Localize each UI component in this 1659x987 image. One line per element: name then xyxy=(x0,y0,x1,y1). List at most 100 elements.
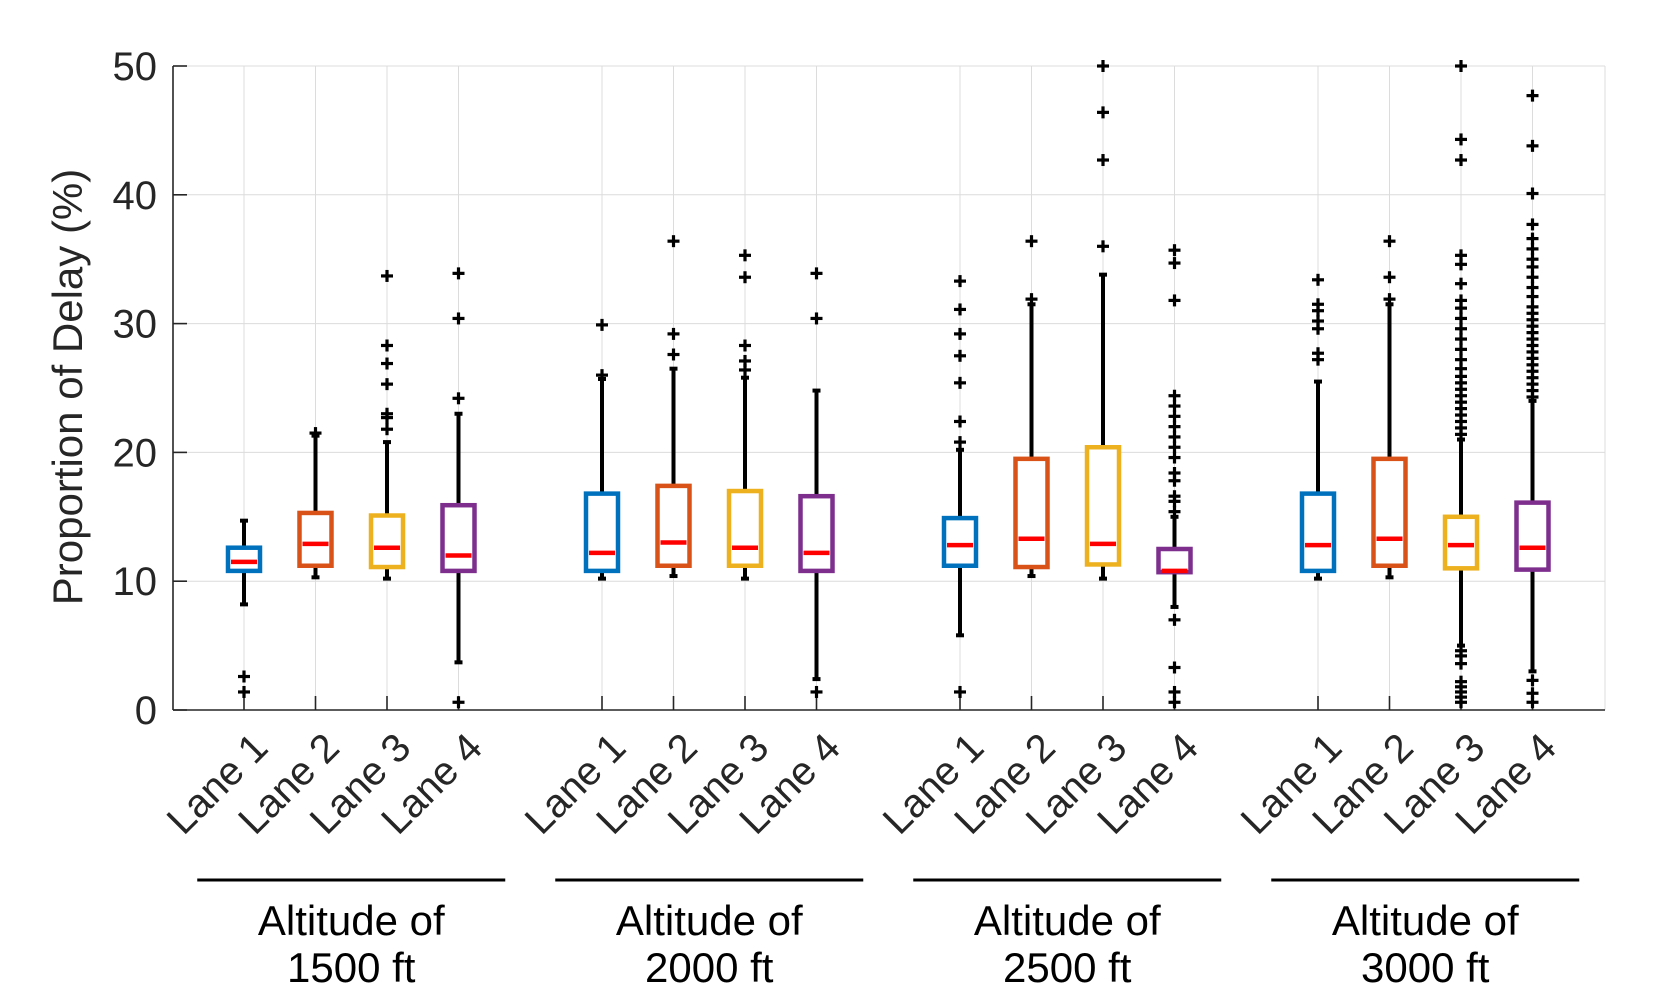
group-label-line2: 3000 ft xyxy=(1361,944,1490,987)
box-iqr xyxy=(368,513,406,570)
outlier-marker xyxy=(1168,505,1181,518)
box-iqr xyxy=(798,493,835,574)
outlier-marker xyxy=(810,267,823,280)
outlier-marker xyxy=(1383,293,1396,306)
outlier-marker xyxy=(1168,685,1181,698)
outlier-marker xyxy=(1455,133,1467,146)
outlier-marker xyxy=(1455,294,1467,307)
outlier-marker xyxy=(1097,106,1109,119)
outlier-marker xyxy=(596,369,608,382)
outlier-marker xyxy=(1455,60,1467,72)
outlier-marker xyxy=(381,269,393,282)
outlier-marker xyxy=(1455,322,1467,335)
outlier-marker xyxy=(1168,661,1181,674)
outlier-marker xyxy=(954,275,966,288)
y-ticks: 0 10 20 30 40 50 xyxy=(113,45,1534,733)
outlier-marker xyxy=(1455,277,1467,290)
outlier-marker xyxy=(1526,271,1539,284)
outlier-marker xyxy=(452,392,465,405)
outlier-marker xyxy=(1455,154,1467,167)
y-tick-label: 0 xyxy=(135,689,157,733)
outlier-marker xyxy=(739,271,751,284)
group-label-line1: Altitude of xyxy=(616,897,803,944)
outlier-marker xyxy=(1168,389,1181,402)
outlier-marker xyxy=(1168,430,1181,443)
outlier-marker xyxy=(381,339,393,352)
outlier-marker xyxy=(596,318,608,331)
box-iqr xyxy=(726,488,764,568)
outlier-marker xyxy=(1455,312,1467,325)
y-tick-label: 10 xyxy=(113,560,158,604)
box-iqr xyxy=(225,545,263,574)
group-label-line2: 1500 ft xyxy=(287,944,416,987)
y-tick-label: 50 xyxy=(113,45,158,89)
outlier-marker xyxy=(739,249,751,262)
group-label-line2: 2000 ft xyxy=(645,944,774,987)
outlier-marker xyxy=(1168,467,1181,480)
group-label-line1: Altitude of xyxy=(258,897,445,944)
outlier-marker xyxy=(1168,696,1181,709)
outlier-marker xyxy=(1097,240,1109,253)
outlier-marker xyxy=(1168,400,1181,413)
outlier-marker xyxy=(1526,253,1539,266)
outlier-marker xyxy=(381,378,393,391)
outlier-marker xyxy=(1455,644,1467,657)
outlier-marker xyxy=(667,348,680,361)
box-iqr xyxy=(941,515,979,568)
box-iqr xyxy=(1371,456,1408,568)
y-tick-label: 20 xyxy=(113,431,158,475)
box-iqr xyxy=(1299,491,1337,574)
outlier-marker xyxy=(1168,257,1181,270)
outlier-marker xyxy=(1383,235,1396,248)
y-tick-label: 40 xyxy=(113,174,158,218)
outlier-marker xyxy=(1025,235,1038,248)
box-iqr xyxy=(440,502,477,574)
outlier-marker xyxy=(1097,154,1109,167)
outlier-marker xyxy=(1025,293,1038,306)
outlier-marker xyxy=(954,349,966,362)
box-iqr xyxy=(583,491,621,574)
outlier-marker xyxy=(810,312,823,325)
group-label-line1: Altitude of xyxy=(974,897,1161,944)
box-iqr xyxy=(1442,514,1480,571)
outlier-marker xyxy=(954,685,966,698)
outlier-marker xyxy=(1312,273,1324,286)
outlier-marker xyxy=(1526,187,1539,200)
y-tick-label: 30 xyxy=(113,303,158,347)
outlier-marker xyxy=(452,312,465,325)
outlier-marker xyxy=(954,415,966,428)
outlier-marker xyxy=(739,354,751,367)
outlier-marker xyxy=(1526,139,1539,152)
outlier-marker xyxy=(810,685,823,698)
outlier-marker xyxy=(1312,298,1324,311)
outlier-marker xyxy=(954,303,966,316)
outlier-marker xyxy=(452,696,465,709)
outlier-marker xyxy=(1526,281,1539,294)
boxes xyxy=(225,60,1551,709)
outlier-marker xyxy=(1526,242,1539,255)
outlier-marker xyxy=(1455,353,1467,366)
box-iqr xyxy=(1514,500,1551,572)
outlier-marker xyxy=(1455,249,1467,262)
group-label-line1: Altitude of xyxy=(1332,897,1519,944)
axes xyxy=(172,66,1605,711)
outlier-marker xyxy=(1312,315,1324,328)
outlier-marker xyxy=(381,407,393,420)
outlier-marker xyxy=(1168,451,1181,464)
outlier-marker xyxy=(1168,244,1181,257)
outlier-marker xyxy=(1526,687,1539,700)
outlier-marker xyxy=(1168,294,1181,307)
outlier-marker xyxy=(667,327,680,340)
box-iqr xyxy=(1013,456,1050,570)
outlier-marker xyxy=(381,357,393,370)
box-iqr xyxy=(655,483,692,568)
outlier-marker xyxy=(1168,441,1181,454)
outlier-marker xyxy=(1526,89,1539,102)
outlier-marker xyxy=(1383,271,1396,284)
y-axis-label: Proportion of Delay (%) xyxy=(44,169,91,606)
outlier-marker xyxy=(238,670,250,683)
outlier-marker xyxy=(954,327,966,340)
outlier-marker xyxy=(1526,232,1539,245)
outlier-marker xyxy=(1168,410,1181,423)
